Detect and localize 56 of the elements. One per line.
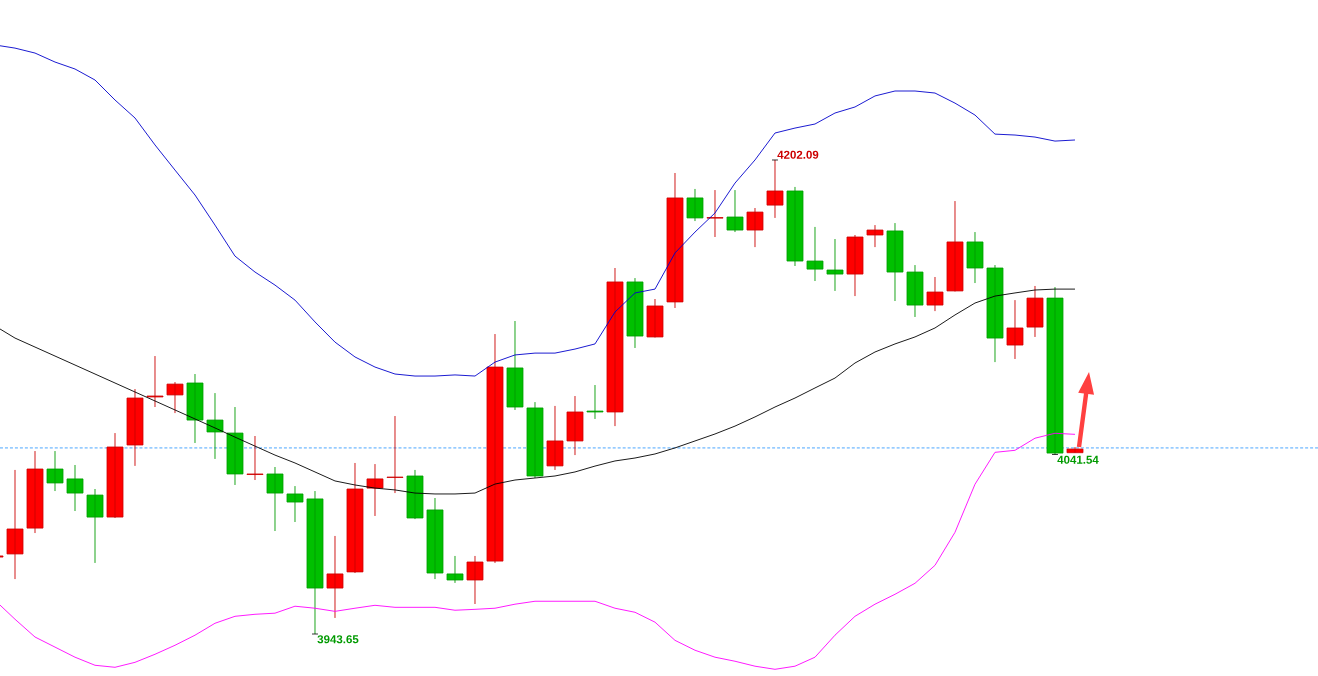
candlestick: [766, 159, 784, 219]
candlestick: [246, 435, 264, 481]
candlestick: [746, 207, 764, 248]
candlestick: [586, 384, 604, 420]
candlestick: [906, 264, 924, 318]
candlestick: [486, 333, 504, 564]
candlestick: [986, 264, 1004, 363]
candlestick: [726, 189, 744, 233]
candlestick: [286, 485, 304, 523]
candlestick: [226, 406, 244, 486]
candlestick: [426, 497, 444, 580]
annotation: 4041.54: [1057, 455, 1099, 464]
candlestick: [1066, 446, 1084, 454]
candlestick: [606, 267, 624, 427]
candlestick: [966, 231, 984, 284]
candlestick: [1026, 285, 1044, 338]
candlestick: [266, 466, 284, 532]
candlestick: [366, 463, 384, 517]
candlestick: [66, 464, 84, 512]
candlestick: [406, 469, 424, 520]
candlestick: [346, 462, 364, 574]
candlestick: [546, 405, 564, 471]
candlestick: [826, 238, 844, 292]
candlestick: [846, 234, 864, 297]
candlestick: [946, 200, 964, 292]
candlestick: [686, 188, 704, 222]
candlestick: [206, 392, 224, 460]
candlestick: [386, 415, 404, 494]
candlestick: [186, 373, 204, 444]
candlestick: [646, 298, 664, 338]
candlestick: [706, 189, 724, 238]
candlestick: [6, 469, 24, 580]
candlestick: [146, 355, 164, 408]
candlestick: [566, 395, 584, 456]
candlestick: [126, 388, 144, 467]
candlestick: [106, 432, 124, 519]
candlestick: [166, 381, 184, 414]
candlestick: [26, 450, 44, 534]
candlestick: [466, 555, 484, 605]
candlestick: [926, 276, 944, 312]
candlestick: [886, 222, 904, 302]
candlestick: [326, 535, 344, 619]
candlestick: [506, 320, 524, 411]
candlestick: [786, 186, 804, 267]
candlestick: [666, 172, 684, 309]
candlestick: [46, 450, 64, 492]
candlestick: [526, 401, 544, 479]
candlestick: [86, 488, 104, 564]
candlestick: [446, 555, 464, 584]
candlestick: [306, 490, 324, 635]
candlestick: [1006, 299, 1024, 360]
candlestick: [866, 224, 884, 248]
text: 4202.09: [777, 150, 819, 159]
candlestick: [626, 277, 644, 349]
text: 3943.65: [317, 635, 359, 644]
candlestick: [806, 226, 824, 282]
